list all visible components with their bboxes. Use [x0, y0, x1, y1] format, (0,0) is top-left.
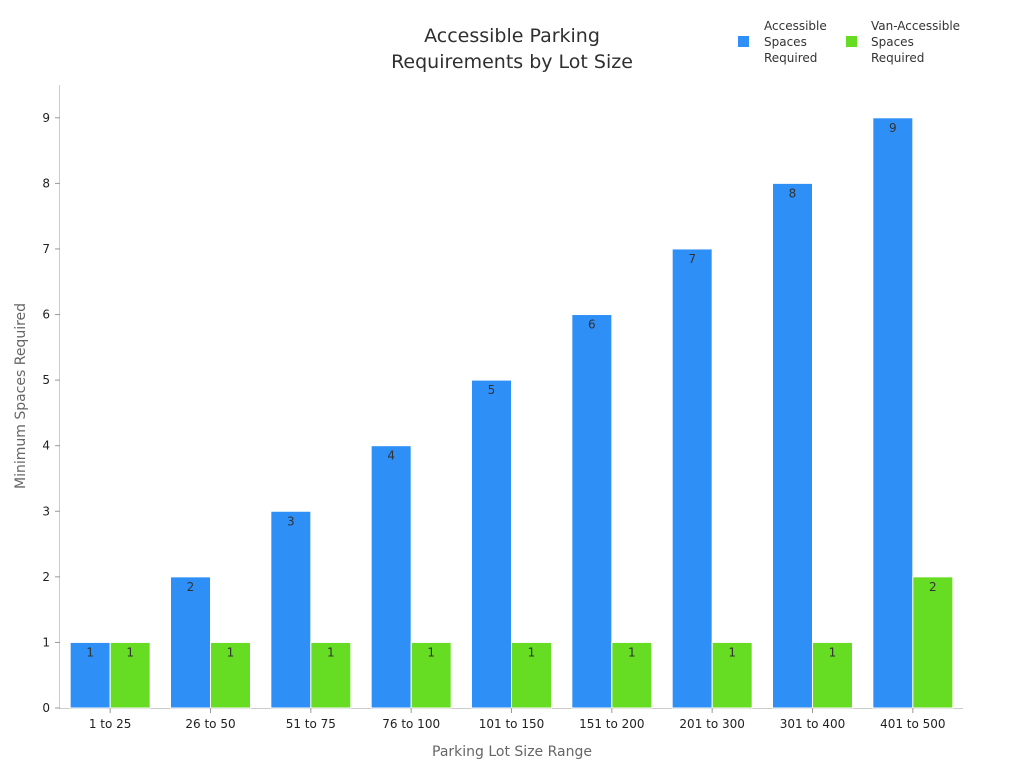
y-tick-label: 2 — [42, 570, 50, 584]
bar-van-accessible — [210, 641, 251, 709]
y-tick-label: 4 — [42, 439, 50, 453]
bar-value-label: 9 — [889, 121, 897, 135]
bar-accessible — [872, 117, 914, 709]
bar-value-label: 1 — [528, 645, 536, 659]
y-tick-label: 3 — [42, 504, 50, 518]
legend-label-accessible-line-3: Required — [764, 51, 817, 65]
bar-value-label: 5 — [488, 383, 496, 397]
bar-van-accessible — [310, 641, 352, 709]
bar-van-accessible — [511, 641, 552, 709]
bars: 1 1 2 1 3 1 4 1 5 1 6 1 7 1 8 1 9 2 — [69, 117, 954, 709]
y-tick-label: 7 — [42, 242, 50, 256]
y-tick-label: 0 — [42, 701, 50, 715]
x-tick-label: 76 to 100 — [382, 717, 440, 731]
bar-accessible — [170, 576, 211, 709]
x-tick-label: 101 to 150 — [479, 717, 544, 731]
bar-value-label: 2 — [187, 580, 195, 594]
bar-van-accessible — [410, 641, 452, 709]
bar-value-label: 1 — [86, 645, 94, 659]
bar-accessible — [69, 641, 111, 709]
bar-accessible — [772, 182, 813, 709]
bar-van-accessible — [812, 641, 853, 709]
bar-value-label: 1 — [327, 645, 335, 659]
x-tick-label: 51 to 75 — [286, 717, 336, 731]
legend: Accessible Spaces Required Van-Accessibl… — [738, 19, 960, 65]
bar-van-accessible — [912, 576, 954, 709]
bar-value-label: 6 — [588, 318, 596, 332]
x-tick-label: 201 to 300 — [679, 717, 744, 731]
x-tick-label: 301 to 400 — [780, 717, 845, 731]
legend-swatch-accessible — [738, 36, 749, 47]
x-axis-ticks: 1 to 25 26 to 50 51 to 75 76 to 100 101 to 1… — [89, 708, 946, 731]
chart-title-line-1: Accessible Parking — [424, 25, 600, 47]
bar-value-label: 1 — [829, 645, 837, 659]
y-tick-label: 6 — [42, 308, 50, 322]
legend-swatch-van-accessible — [846, 36, 857, 47]
legend-label-accessible-line-1: Accessible — [764, 19, 827, 33]
bar-accessible — [471, 379, 512, 709]
bar-accessible — [370, 445, 412, 709]
bar-van-accessible — [611, 641, 653, 709]
bar-accessible — [270, 510, 312, 709]
bar-value-label: 2 — [929, 580, 937, 594]
legend-label-accessible-line-2: Spaces — [764, 35, 807, 49]
bar-value-label: 1 — [427, 645, 435, 659]
bar-accessible — [571, 314, 613, 709]
y-tick-label: 9 — [42, 111, 50, 125]
x-tick-label: 401 to 500 — [880, 717, 945, 731]
x-tick-label: 151 to 200 — [579, 717, 644, 731]
bar-van-accessible — [109, 641, 151, 709]
bar-van-accessible — [711, 641, 753, 709]
bar-value-label: 1 — [227, 645, 235, 659]
bar-value-label: 1 — [628, 645, 636, 659]
y-axis-title: Minimum Spaces Required — [13, 303, 29, 489]
legend-label-van-accessible-line-3: Required — [871, 51, 924, 65]
y-tick-label: 8 — [42, 176, 50, 190]
y-axis-ticks: 0 1 2 3 4 5 6 7 8 9 — [42, 111, 60, 715]
bar-value-label: 8 — [789, 186, 797, 200]
legend-label-van-accessible-line-2: Spaces — [871, 35, 914, 49]
bar-value-label: 7 — [688, 252, 696, 266]
y-tick-label: 1 — [42, 635, 50, 649]
chart-title-line-2: Requirements by Lot Size — [391, 51, 633, 73]
y-tick-label: 5 — [42, 373, 50, 387]
x-tick-label: 26 to 50 — [185, 717, 235, 731]
bar-accessible — [671, 248, 713, 709]
bar-value-label: 4 — [387, 449, 395, 463]
x-tick-label: 1 to 25 — [89, 717, 132, 731]
bar-value-label: 1 — [728, 645, 736, 659]
bar-value-label: 3 — [287, 514, 295, 528]
bar-value-label: 1 — [126, 645, 134, 659]
x-axis-title: Parking Lot Size Range — [432, 744, 592, 760]
legend-label-van-accessible-line-1: Van-Accessible — [871, 19, 960, 33]
